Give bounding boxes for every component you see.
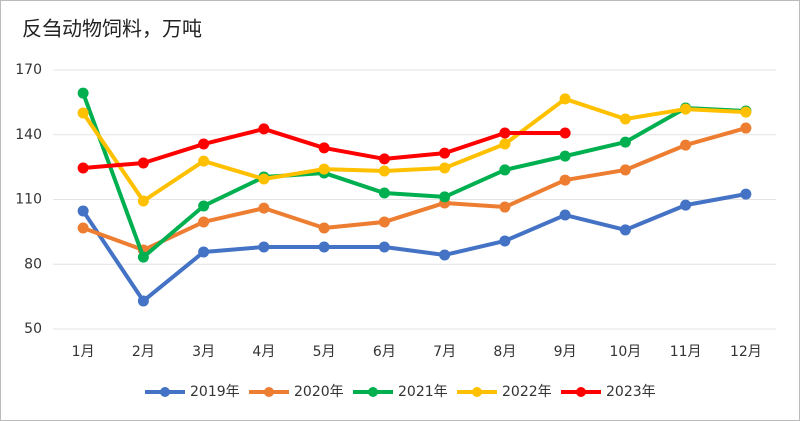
chart-title: 反刍动物饲料，万吨 [22,17,202,41]
series-line [82,126,747,253]
data-point [198,155,210,167]
data-point [378,165,390,177]
data-point [77,205,89,217]
x-tick-label: 2月 [132,344,155,360]
data-point [198,216,210,228]
data-point [137,251,149,263]
legend-label: 2022年 [502,384,552,400]
y-tick-label: 110 [15,192,42,208]
x-tick-label: 6月 [373,344,396,360]
data-point [258,123,270,135]
data-point [378,187,390,199]
data-point [740,106,752,118]
data-point [137,157,149,169]
legend-marker [472,387,482,397]
series-line [81,192,747,303]
data-point [559,174,571,186]
data-point [258,173,270,185]
data-point [77,107,89,119]
series-line [81,96,746,204]
legend-marker [264,387,274,397]
y-tick-label: 170 [15,62,42,78]
data-point [499,164,511,176]
x-tick-label: 3月 [192,344,215,360]
data-point [499,127,511,139]
data-point [559,127,571,139]
data-point [499,235,511,247]
x-tick-label: 1月 [72,344,95,360]
data-point [318,241,330,253]
data-point [258,241,270,253]
data-point [740,122,752,134]
data-point [198,246,210,258]
x-tick-label: 4月 [252,344,275,360]
legend-marker [160,387,170,397]
data-point [318,222,330,234]
legend-marker [576,387,586,397]
data-point [680,139,692,151]
data-point [680,103,692,115]
data-point [258,202,270,214]
y-tick-label: 50 [24,321,42,337]
legend-label: 2021年 [398,384,448,400]
x-tick-label: 9月 [554,344,577,360]
data-point [499,201,511,213]
data-point [439,191,451,203]
data-point [439,162,451,174]
data-point [499,138,511,150]
data-point [77,87,89,99]
x-tick-label: 8月 [493,344,516,360]
data-point [198,200,210,212]
y-tick-label: 140 [15,127,42,143]
data-point [318,163,330,175]
x-tick-label: 12月 [730,344,762,360]
data-point [619,136,631,148]
data-point [137,195,149,207]
data-point [378,216,390,228]
data-point [740,188,752,200]
data-point [619,164,631,176]
legend-label: 2023年 [606,384,656,400]
data-point [439,249,451,261]
data-point [619,224,631,236]
data-point [137,295,149,307]
y-tick-label: 80 [24,256,42,272]
data-point [198,138,210,150]
x-tick-label: 5月 [313,344,336,360]
legend-label: 2020年 [294,384,344,400]
x-tick-label: 11月 [670,344,702,360]
data-point [619,113,631,125]
data-point [318,142,330,154]
legend-label: 2019年 [190,384,240,400]
data-point [378,153,390,165]
data-point [559,209,571,221]
series-line [81,92,746,260]
data-point [378,241,390,253]
legend-marker [368,387,378,397]
x-tick-label: 7月 [433,344,456,360]
data-point [77,162,89,174]
x-tick-label: 10月 [609,344,641,360]
data-point [77,222,89,234]
data-point [680,199,692,211]
data-point [559,93,571,105]
data-point [439,147,451,159]
data-point [559,150,571,162]
